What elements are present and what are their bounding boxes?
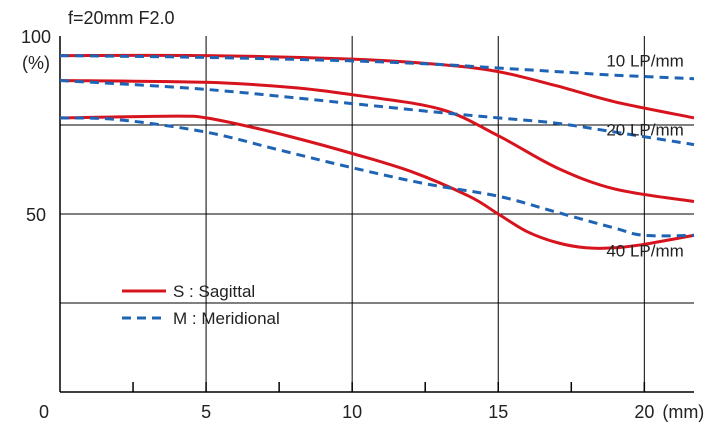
series-label-10-lp-mm: 10 LP/mm [606,51,683,70]
x-tick-label: 0 [39,402,49,422]
series-line-20-lp-mm-m [59,79,695,147]
series-line-40-lp-mm-m [59,116,695,238]
chart-title: f=20mm F2.0 [68,8,175,28]
series-line-10-lp-mm-m [59,54,695,81]
y-axis-unit-label: (%) [22,53,50,73]
series-label-40-lp-mm: 40 LP/mm [606,242,683,261]
y-tick-label: 100 [21,27,51,47]
series-line-40-lp-mm-s [59,114,695,250]
series-layer [59,53,695,250]
axes: 0 5 10 15 20 (mm) 100 50 (%) [21,27,704,422]
y-tick-label: 50 [26,205,46,225]
x-tick-label: 15 [488,402,508,422]
legend: S : Sagittal M : Meridional [122,282,280,328]
series-labels: 10 LP/mm 20 LP/mm 40 LP/mm [606,51,683,260]
grid [60,36,694,392]
x-tick-label: 5 [201,402,211,422]
x-tick-label: 20 [634,402,654,422]
x-axis-unit-label: (mm) [662,402,704,422]
legend-meridional-label: M : Meridional [173,309,280,328]
legend-sagittal-label: S : Sagittal [173,282,255,301]
series-label-20-lp-mm: 20 LP/mm [606,121,683,140]
x-tick-label: 10 [342,402,362,422]
series-line-20-lp-mm-s [59,79,695,203]
